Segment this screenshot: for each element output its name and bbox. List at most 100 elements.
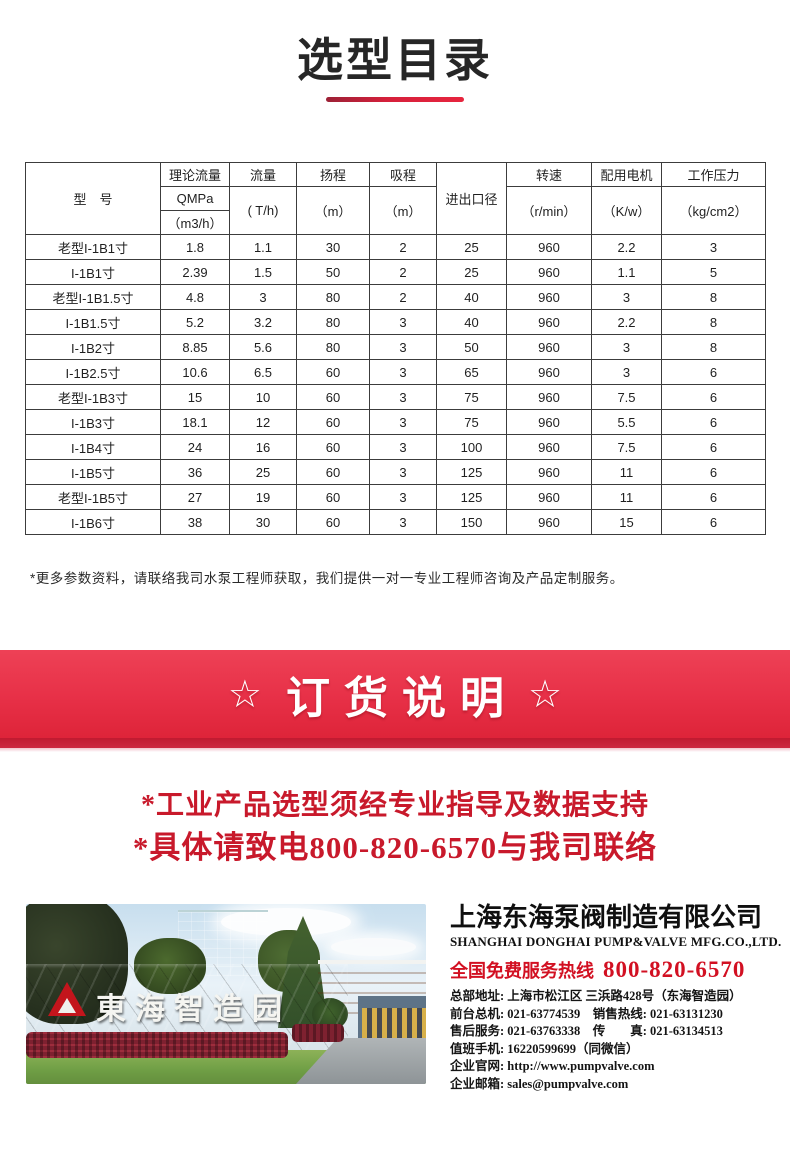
header-suction: 吸程 — [369, 162, 437, 187]
table-cell: 3 — [369, 459, 437, 485]
photo-flower-hedge — [26, 1032, 288, 1058]
table-cell: 老型I-1B5寸 — [25, 484, 161, 510]
table-cell: 11 — [591, 484, 662, 510]
header-port: 进出口径 — [436, 162, 507, 235]
table-row: I-1B4寸 24 16 60 3 100 960 7.5 6 — [25, 434, 766, 460]
table-cell: 60 — [296, 459, 370, 485]
table-cell: 38 — [160, 509, 230, 535]
table-cell: 5.2 — [160, 309, 230, 335]
table-row: 老型I-1B3寸 15 10 60 3 75 960 7.5 6 — [25, 384, 766, 410]
table-cell: 2 — [369, 234, 437, 260]
header-flow: 流量 — [229, 162, 297, 187]
table-row: I-1B6寸 38 30 60 3 150 960 15 6 — [25, 509, 766, 535]
table-cell: 11 — [591, 459, 662, 485]
table-cell: 3.2 — [229, 309, 297, 335]
table-cell: 3 — [591, 284, 662, 310]
table-cell: 40 — [436, 284, 507, 310]
header-speed-unit: （r/min） — [506, 186, 592, 235]
table-row: I-1B3寸 18.1 12 60 3 75 960 5.5 6 — [25, 409, 766, 435]
table-cell: 12 — [229, 409, 297, 435]
company-name-en: SHANGHAI DONGHAI PUMP&VALVE MFG.CO.,LTD. — [450, 934, 782, 949]
table-cell: 3 — [591, 359, 662, 385]
table-cell: 960 — [506, 309, 592, 335]
photo-sign-text: 東海智造园 — [96, 993, 291, 1026]
table-cell: 5 — [661, 259, 766, 285]
table-cell: 125 — [436, 484, 507, 510]
table-row: 老型I-1B1寸 1.8 1.1 30 2 25 960 2.2 3 — [25, 234, 766, 260]
table-cell: 75 — [436, 384, 507, 410]
table-cell: 7.5 — [591, 384, 662, 410]
table-cell: 2 — [369, 259, 437, 285]
contact-line: 售后服务: 021-63763338 传 真: 021-63134513 — [450, 1024, 723, 1038]
table-row: I-1B1寸 2.39 1.5 50 2 25 960 1.1 5 — [25, 259, 766, 285]
header-row: （m3/h） — [26, 210, 766, 235]
table-cell: 60 — [296, 409, 370, 435]
star-icon: ☆ — [528, 673, 563, 716]
table-cell: 6 — [661, 434, 766, 460]
table-cell: 6 — [661, 409, 766, 435]
table-cell: 125 — [436, 459, 507, 485]
company-name-cn: 上海东海泵阀制造有限公司 — [450, 902, 763, 932]
table-cell: 3 — [369, 434, 437, 460]
table-cell: 960 — [506, 409, 592, 435]
table-cell: 36 — [160, 459, 230, 485]
header-pressure-unit: （kg/cm2） — [661, 186, 766, 235]
table-cell: I-1B2.5寸 — [25, 359, 161, 385]
table-cell: 5.5 — [591, 409, 662, 435]
table-cell: 8 — [661, 284, 766, 310]
banner-bottom-strip — [0, 738, 790, 748]
contact-line: 总部地址: 上海市松江区 三浜路428号（东海智造园） — [450, 989, 742, 1003]
table-cell: 50 — [436, 334, 507, 360]
header-speed: 转速 — [506, 162, 592, 187]
table-cell: 3 — [591, 334, 662, 360]
table-row: I-1B1.5寸 5.2 3.2 80 3 40 960 2.2 8 — [25, 309, 766, 335]
table-cell: I-1B1.5寸 — [25, 309, 161, 335]
table-cell: 3 — [369, 334, 437, 360]
table-cell: 1.5 — [229, 259, 297, 285]
table-cell: 65 — [436, 359, 507, 385]
table-cell: 30 — [296, 234, 370, 260]
table-cell: 960 — [506, 334, 592, 360]
table-cell: 25 — [229, 459, 297, 485]
table-cell: 5.6 — [229, 334, 297, 360]
table-cell: 1.8 — [160, 234, 230, 260]
table-cell: 6 — [661, 384, 766, 410]
table-cell: 60 — [296, 434, 370, 460]
company-logo-icon — [58, 998, 76, 1013]
table-cell: I-1B6寸 — [25, 509, 161, 535]
table-cell: 4.8 — [160, 284, 230, 310]
company-info: 上海东海泵阀制造有限公司 SHANGHAI DONGHAI PUMP&VALVE… — [450, 903, 785, 1093]
table-cell: 960 — [506, 359, 592, 385]
header-model: 型 号 — [25, 162, 161, 235]
table-cell: 6 — [661, 459, 766, 485]
table-cell: 60 — [296, 384, 370, 410]
header-row: QMPa ( T/h) （m） （m） （r/min） （K/w） （kg/cm… — [26, 186, 766, 235]
table-cell: 30 — [229, 509, 297, 535]
table-cell: 80 — [296, 309, 370, 335]
table-row: 老型I-1B5寸 27 19 60 3 125 960 11 6 — [25, 484, 766, 510]
company-photo: 東海智造园 — [26, 904, 426, 1084]
photo-fence — [362, 1008, 426, 1040]
table-cell: 60 — [296, 484, 370, 510]
header-theoretical-flow-unit2: （m3/h） — [160, 210, 230, 235]
table-cell: 3 — [369, 484, 437, 510]
table-cell: 960 — [506, 434, 592, 460]
table-cell: 2 — [369, 284, 437, 310]
page-title: 选型目录 — [297, 34, 493, 86]
table-cell: 3 — [369, 509, 437, 535]
header-pressure: 工作压力 — [661, 162, 766, 187]
table-cell: I-1B4寸 — [25, 434, 161, 460]
table-cell: 6 — [661, 509, 766, 535]
table-cell: 8 — [661, 309, 766, 335]
title-block: 选型目录 — [0, 0, 790, 102]
table-cell: 3 — [369, 384, 437, 410]
hotline-number: 800-820-6570 — [603, 957, 746, 982]
table-cell: 8 — [661, 334, 766, 360]
table-cell: 6.5 — [229, 359, 297, 385]
table-cell: 50 — [296, 259, 370, 285]
table-cell: 960 — [506, 459, 592, 485]
table-cell: 40 — [436, 309, 507, 335]
table-cell: 960 — [506, 234, 592, 260]
banner-bottom-fade — [0, 748, 790, 752]
